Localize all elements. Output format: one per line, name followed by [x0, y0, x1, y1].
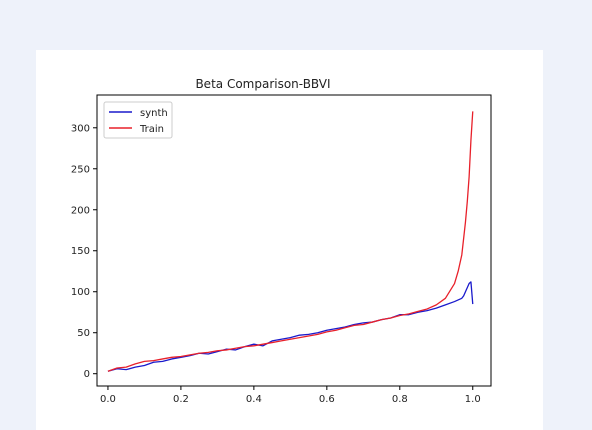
y-tick-label: 200	[71, 205, 90, 216]
x-tick-label: 0.4	[246, 394, 262, 405]
beta-comparison-chart: Beta Comparison-BBVI 0.0 0.2 0.4 0.6 0.8 1.0 0…	[71, 77, 492, 405]
x-tick-label: 0.8	[392, 394, 408, 405]
y-tick-label: 100	[71, 287, 90, 298]
y-tick-label: 300	[71, 123, 90, 134]
x-tick-label: 1.0	[465, 394, 481, 405]
y-tick-label: 250	[71, 164, 90, 175]
x-tick-label: 0.2	[173, 394, 189, 405]
y-tick-label: 150	[71, 246, 90, 257]
plot-frame	[96, 94, 492, 387]
figure-card: Beta Comparison-BBVI 0.0 0.2 0.4 0.6 0.8 1.0 0…	[36, 50, 543, 430]
legend-label-synth: synth	[140, 108, 168, 119]
x-tick-label: 0.6	[319, 394, 335, 405]
legend: synth Train	[103, 101, 173, 139]
y-tick-label: 50	[77, 328, 90, 339]
legend-box	[103, 101, 173, 139]
legend-label-train: Train	[139, 124, 164, 135]
chart-title: Beta Comparison-BBVI	[195, 77, 330, 91]
series-line-synth	[107, 281, 474, 372]
x-tick-label: 0.0	[100, 394, 116, 405]
series-line-train	[107, 111, 474, 372]
y-tick-label: 0	[84, 369, 90, 380]
